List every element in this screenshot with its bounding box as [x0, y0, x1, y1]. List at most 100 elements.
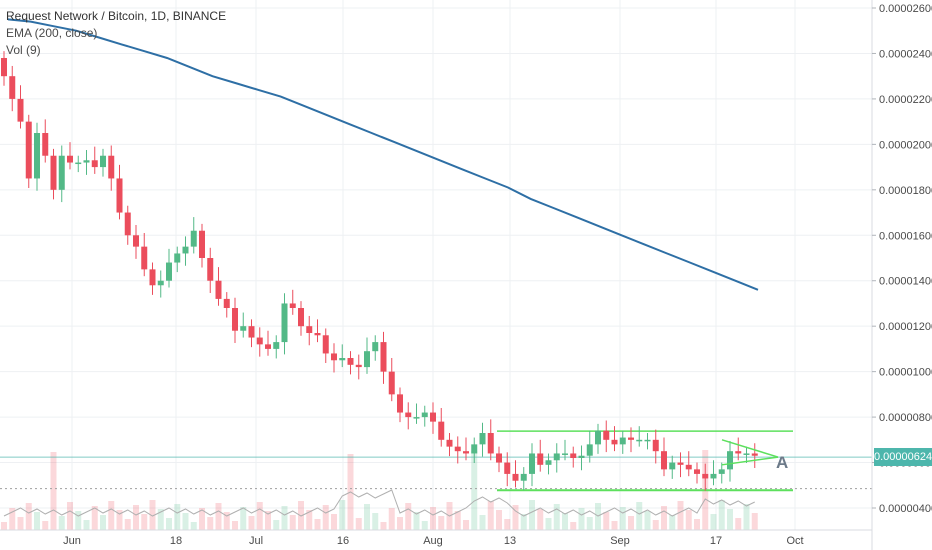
price-tick-label: 0.00002600	[879, 3, 932, 15]
volume-bar	[438, 516, 445, 530]
price-tick-label: 0.00002200	[879, 94, 932, 106]
volume-bar	[25, 503, 32, 530]
ema-200-line	[7, 18, 759, 291]
volume-bar	[743, 504, 750, 530]
candle-body	[339, 358, 346, 361]
volume-bar	[100, 515, 106, 530]
time-axis[interactable]: Jun 18 Jul 16 Aug 13 Sep 17 Oct	[0, 529, 872, 547]
symbol-title[interactable]: Request Network / Bitcoin, 1D, BINANCE	[6, 9, 227, 23]
price-tick-label: 0.00002000	[879, 139, 932, 151]
time-tick-label: Oct	[786, 535, 803, 547]
volume-ma-line	[3, 489, 755, 517]
price-axis[interactable]: 0.00002600 0.00002400 0.00002200 0.00002000…	[871, 0, 932, 550]
last-price-label: 0.00000624	[874, 448, 932, 467]
candle-body	[42, 133, 49, 156]
candle-body	[58, 155, 65, 190]
candle-body	[512, 473, 519, 481]
volume-bar	[636, 502, 643, 530]
volume-bar	[611, 521, 618, 530]
candle-body	[149, 269, 156, 286]
candle-body	[133, 235, 139, 247]
candle-body	[471, 444, 478, 454]
volume-bar	[570, 522, 577, 530]
candle-body	[207, 258, 214, 281]
candle-body	[34, 133, 40, 179]
volume-bar	[545, 518, 552, 530]
candle-body	[603, 430, 610, 440]
volume-bar	[91, 506, 98, 530]
ema-legend[interactable]: EMA (200, close)	[6, 26, 98, 40]
candle-body	[182, 246, 189, 254]
candle-body	[9, 76, 16, 99]
volume-bar	[603, 512, 610, 530]
candle-body	[265, 344, 271, 349]
price-tick-label: 0.00001400	[879, 276, 932, 288]
price-tick-label: 0.00000800	[879, 412, 932, 424]
candle-body	[166, 262, 172, 281]
time-tick-label: 13	[504, 535, 516, 547]
candle-body	[751, 453, 758, 456]
volume-bar	[232, 521, 238, 530]
volume-bar	[413, 512, 420, 530]
candle-body	[314, 333, 321, 336]
candle-body	[644, 439, 651, 442]
candle-body	[652, 439, 659, 452]
volume-bar	[454, 511, 461, 530]
candle-body	[545, 460, 552, 465]
candle-body	[141, 246, 148, 270]
volume-bar	[34, 512, 40, 530]
candle-body	[677, 462, 684, 465]
volume-legend[interactable]: Vol (9)	[6, 43, 41, 57]
volume-bar	[240, 507, 247, 530]
candle-body	[694, 469, 700, 474]
volume-bar	[727, 509, 733, 530]
volume-bar	[380, 522, 387, 530]
volume-bar	[479, 515, 486, 530]
volume-bar	[199, 508, 205, 530]
volume-bar	[562, 513, 568, 530]
candle-body	[240, 326, 247, 331]
candle-body	[743, 453, 750, 455]
candle-body	[611, 439, 618, 445]
candle-body	[83, 160, 90, 163]
candle-body	[1, 58, 7, 77]
time-tick-label: Aug	[423, 535, 443, 547]
volume-bar	[322, 505, 329, 530]
candle-body	[67, 155, 73, 163]
volume-bar	[628, 516, 634, 530]
candle-body	[438, 421, 445, 440]
volume-bar	[83, 520, 90, 530]
volume-bar	[388, 508, 395, 530]
triangle-pattern	[721, 439, 779, 466]
volume-bar	[463, 520, 469, 530]
volume-bar	[471, 451, 478, 530]
volume-bar	[124, 519, 131, 530]
candle-body	[636, 439, 643, 442]
candle-body	[446, 439, 453, 447]
candle-body	[215, 280, 222, 299]
volume-bar	[619, 507, 626, 530]
candle-body	[702, 473, 709, 479]
chart-legend: Request Network / Bitcoin, 1D, BINANCE E…	[6, 8, 226, 59]
triangle-lower-line	[721, 456, 779, 466]
candle-body	[273, 342, 280, 349]
candle-body	[199, 230, 205, 258]
volume-bar	[273, 520, 280, 530]
candle-body	[553, 453, 560, 461]
candle-body	[479, 433, 486, 445]
volume-bar	[372, 513, 379, 530]
volume-bar	[520, 514, 527, 530]
time-tick-label: 16	[337, 535, 349, 547]
volume-bar	[141, 514, 148, 530]
volume-bar	[223, 512, 230, 530]
candle-body	[537, 453, 544, 465]
volume-bar	[735, 518, 742, 530]
volume-bar	[718, 500, 725, 530]
volume-bar	[248, 516, 255, 530]
volume-bar	[537, 509, 544, 530]
candle-body	[306, 326, 313, 333]
candle-body	[388, 371, 395, 395]
time-tick-label: Sep	[610, 535, 630, 547]
candle-body	[256, 337, 263, 345]
volume-bar	[586, 517, 593, 530]
